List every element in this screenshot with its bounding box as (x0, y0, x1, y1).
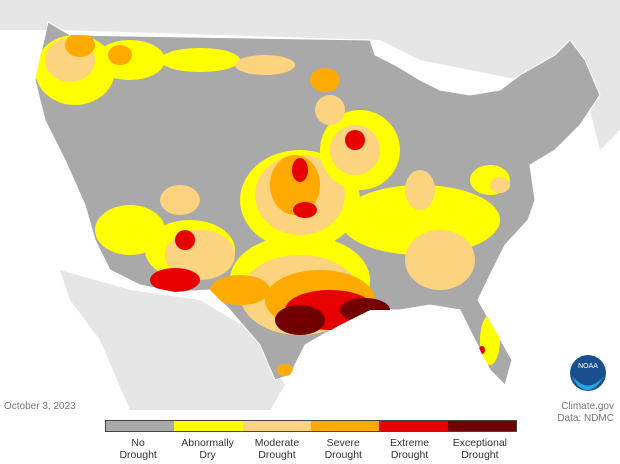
drought-area (275, 305, 325, 335)
mexico (60, 270, 285, 410)
legend-swatch (174, 421, 243, 431)
drought-area (315, 95, 345, 125)
drought-area (292, 158, 308, 182)
drought-area (310, 68, 340, 92)
legend-bar (105, 420, 517, 432)
legend-label: No Drought (119, 437, 157, 461)
drought-area (150, 268, 200, 292)
drought-area (490, 177, 510, 193)
source: Data: NDMC (557, 413, 614, 424)
legend-label: Abnormally Dry (181, 437, 234, 461)
drought-area (293, 202, 317, 218)
svg-text:NOAA: NOAA (578, 363, 598, 370)
legend-swatch (447, 421, 516, 431)
legend-swatch (106, 421, 175, 431)
noaa-logo: NOAA (570, 355, 606, 391)
legend-swatch (242, 421, 311, 431)
drought-area (405, 230, 475, 290)
drought-area (235, 55, 295, 75)
legend-label: Moderate Drought (254, 437, 300, 461)
legend-labels: No Drought Abnormally Dry Moderate Drought… (105, 437, 517, 461)
drought-map: NOAA (0, 0, 620, 410)
legend-label: Exceptional Drought (452, 437, 508, 461)
drought-area (108, 45, 132, 65)
legend-label: Severe Drought (324, 437, 362, 461)
credit: Climate.gov (561, 401, 614, 412)
legend-swatch (310, 421, 380, 431)
legend-label: Extreme Drought (390, 437, 430, 461)
drought-area (277, 364, 293, 376)
legend-swatch (379, 421, 448, 431)
drought-areas (35, 33, 510, 376)
drought-area (345, 130, 365, 150)
drought-area (175, 230, 195, 250)
drought-area (65, 33, 95, 57)
date: October 3, 2023 (4, 401, 76, 412)
canada (0, 0, 620, 150)
drought-area (160, 185, 200, 215)
drought-area (405, 170, 435, 210)
drought-area (160, 48, 240, 72)
drought-area (210, 275, 270, 305)
